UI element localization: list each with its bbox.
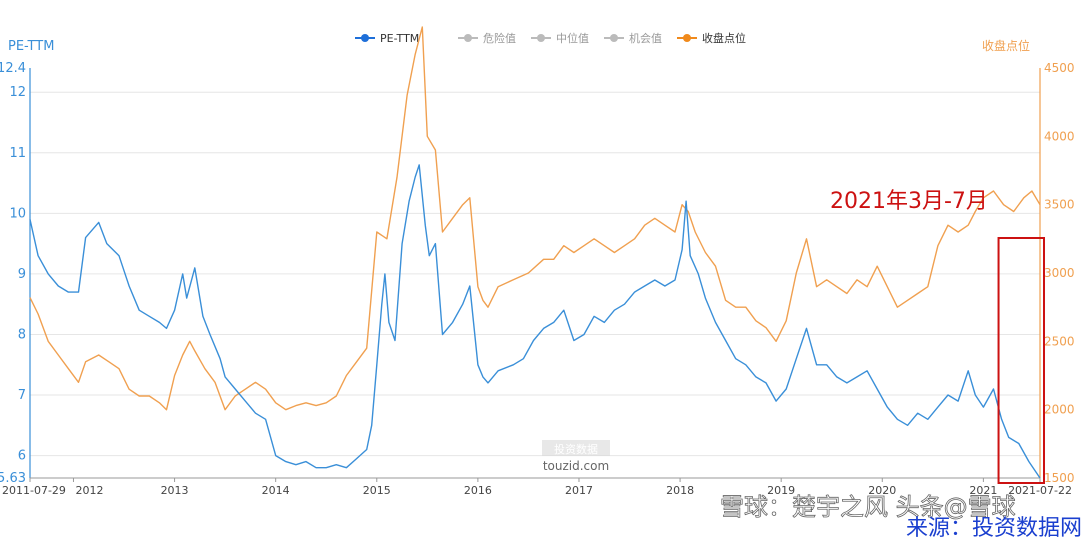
legend-label: 中位值	[556, 31, 589, 45]
y-left-tick-label: 12	[9, 85, 26, 100]
bottom-watermark: 雪球：楚宇之风 头条@雪球	[720, 493, 1016, 521]
right-axis-title: 收盘点位	[982, 38, 1030, 53]
x-tick-label: 2021	[969, 484, 997, 497]
legend-label: 收盘点位	[702, 31, 746, 45]
legend-item[interactable]: 机会值	[604, 31, 662, 45]
y-left-tick-label: 6	[18, 449, 26, 464]
grid-lines	[30, 91, 1040, 457]
x-tick-label: 2018	[666, 484, 694, 497]
y-right-tick-label: 4000	[1044, 129, 1075, 143]
left-axis-title: PE-TTM	[8, 39, 54, 54]
x-tick-label: 2015	[363, 484, 391, 497]
legend-label: PE-TTM	[380, 32, 419, 45]
highlight-box	[997, 237, 1045, 484]
y-left-tick-label: 10	[9, 206, 26, 221]
x-tick-label: 2019	[767, 484, 795, 497]
legend-item[interactable]: 危险值	[458, 31, 516, 45]
x-tick-label: 2016	[464, 484, 492, 497]
y-left-tick-label: 8	[18, 327, 26, 342]
x-tick-label: 2017	[565, 484, 593, 497]
legend-item[interactable]: 收盘点位	[677, 31, 746, 45]
legend-marker	[361, 34, 369, 42]
y-left-tick-label: 7	[18, 388, 26, 403]
legend-marker	[610, 34, 618, 42]
legend-label: 危险值	[483, 31, 516, 45]
annotation: 2021年3月-7月	[830, 189, 1045, 484]
watermark-url: touzid.com	[543, 459, 609, 473]
y-right-tick-label: 4500	[1044, 61, 1075, 75]
x-tick-label: 2011-07-29	[2, 484, 66, 497]
x-tick-label: 2012	[75, 484, 103, 497]
legend-label: 机会值	[629, 31, 662, 45]
x-tick-label: 2020	[868, 484, 896, 497]
y-left-tick-label: 11	[9, 146, 26, 161]
legend-marker	[537, 34, 545, 42]
y-right-tick-label: 2000	[1044, 403, 1075, 417]
series-lines	[29, 26, 1041, 479]
legend-marker	[464, 34, 472, 42]
source-label: 来源：投资数据网	[906, 516, 1082, 541]
legend-marker	[683, 34, 691, 42]
y-right-tick-label: 2500	[1044, 334, 1075, 348]
y-left-tick-label: 5.63	[0, 471, 26, 486]
watermark-box	[542, 440, 610, 456]
pe-ttm-line	[29, 164, 1041, 479]
x-tick-label: 2013	[161, 484, 189, 497]
y-left-tick-label: 9	[18, 267, 26, 282]
y-right-tick-label: 1500	[1044, 471, 1075, 485]
legend[interactable]: PE-TTM 危险值 中位值 机会值 收盘点位	[355, 31, 746, 45]
legend-item[interactable]: PE-TTM	[355, 32, 419, 45]
annotation-label: 2021年3月-7月	[830, 189, 988, 214]
close-price-line	[29, 26, 1041, 411]
axes: 12.4 12 11 10 9 8 7 6 5.63 4500 4000 3500 3000 2500 20…	[0, 61, 1075, 497]
watermark-title: 投资数据	[554, 442, 598, 456]
y-left-tick-label: 12.4	[0, 61, 26, 76]
y-right-tick-label: 3000	[1044, 266, 1075, 280]
legend-item[interactable]: 中位值	[531, 31, 589, 45]
y-right-tick-label: 3500	[1044, 198, 1075, 212]
x-tick-label: 2014	[262, 484, 290, 497]
x-tick-label: 2021-07-22	[1008, 484, 1072, 497]
